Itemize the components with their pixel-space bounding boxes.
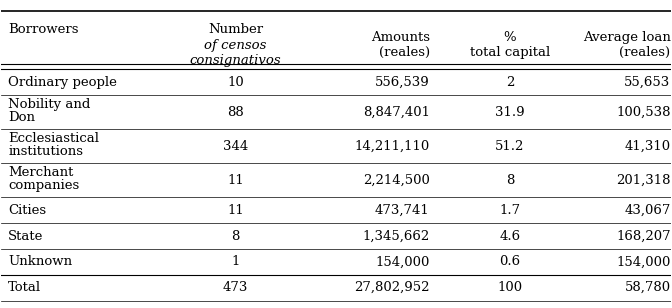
Text: 43,067: 43,067	[624, 204, 671, 217]
Text: Borrowers: Borrowers	[8, 23, 79, 36]
Text: 0.6: 0.6	[499, 255, 521, 268]
Text: Number: Number	[208, 23, 263, 36]
Text: 1,345,662: 1,345,662	[362, 229, 429, 242]
Text: 344: 344	[223, 140, 248, 153]
Text: companies: companies	[8, 179, 79, 192]
Text: 10: 10	[227, 76, 244, 89]
Text: 88: 88	[227, 106, 244, 119]
Text: 2: 2	[506, 76, 514, 89]
Text: 473,741: 473,741	[375, 204, 429, 217]
Text: 8: 8	[231, 229, 240, 242]
Text: 100: 100	[497, 281, 523, 294]
Text: (reales): (reales)	[620, 46, 671, 59]
Text: Average loan: Average loan	[583, 30, 671, 43]
Text: 473: 473	[223, 281, 249, 294]
Text: 11: 11	[227, 204, 244, 217]
Text: Merchant: Merchant	[8, 166, 73, 179]
Text: 201,318: 201,318	[616, 174, 671, 187]
Text: 31.9: 31.9	[495, 106, 525, 119]
Text: 8,847,401: 8,847,401	[363, 106, 429, 119]
Text: 154,000: 154,000	[616, 255, 671, 268]
Text: Amounts: Amounts	[371, 30, 429, 43]
Text: 100,538: 100,538	[616, 106, 671, 119]
Text: Don: Don	[8, 111, 35, 124]
Text: %: %	[504, 30, 516, 43]
Text: Unknown: Unknown	[8, 255, 72, 268]
Text: 14,211,110: 14,211,110	[354, 140, 429, 153]
Text: 168,207: 168,207	[616, 229, 671, 242]
Text: Total: Total	[8, 281, 41, 294]
Text: 58,780: 58,780	[624, 281, 671, 294]
Text: 27,802,952: 27,802,952	[354, 281, 429, 294]
Text: of censos: of censos	[204, 38, 267, 52]
Text: 556,539: 556,539	[375, 76, 429, 89]
Text: State: State	[8, 229, 44, 242]
Text: 1: 1	[231, 255, 240, 268]
Text: 8: 8	[506, 174, 514, 187]
Text: 55,653: 55,653	[624, 76, 671, 89]
Text: 4.6: 4.6	[499, 229, 521, 242]
Text: 51.2: 51.2	[495, 140, 525, 153]
Text: Cities: Cities	[8, 204, 46, 217]
Text: institutions: institutions	[8, 145, 83, 158]
Text: (reales): (reales)	[378, 46, 429, 59]
Text: 2,214,500: 2,214,500	[363, 174, 429, 187]
Text: consignativos: consignativos	[190, 54, 282, 67]
Text: Nobility and: Nobility and	[8, 98, 91, 111]
Text: Ordinary people: Ordinary people	[8, 76, 117, 89]
Text: 41,310: 41,310	[624, 140, 671, 153]
Text: Ecclesiastical: Ecclesiastical	[8, 132, 99, 145]
Text: 1.7: 1.7	[499, 204, 521, 217]
Text: 11: 11	[227, 174, 244, 187]
Text: 154,000: 154,000	[376, 255, 429, 268]
Text: total capital: total capital	[470, 46, 550, 59]
